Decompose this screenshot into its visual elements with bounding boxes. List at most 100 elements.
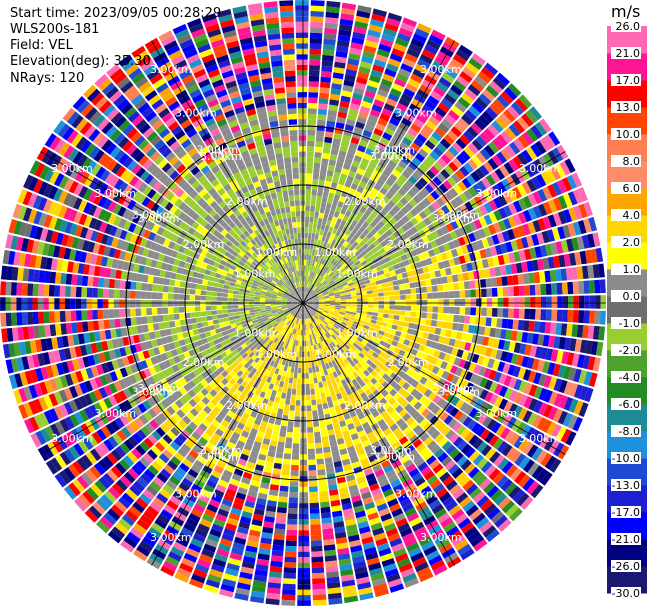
velocity-gate [313, 314, 318, 320]
velocity-gate [309, 216, 314, 223]
velocity-gate [410, 123, 422, 133]
velocity-gate [338, 313, 345, 318]
velocity-gate [451, 467, 464, 479]
velocity-gate [394, 464, 405, 474]
velocity-gate [508, 123, 521, 137]
velocity-gate [45, 460, 58, 475]
velocity-gate [329, 389, 336, 397]
velocity-gate [193, 503, 206, 513]
velocity-gate [280, 347, 285, 353]
velocity-gate [513, 286, 520, 296]
velocity-gate [456, 247, 464, 256]
velocity-gate [176, 409, 186, 419]
velocity-gate [221, 362, 229, 370]
velocity-gate [295, 405, 301, 412]
velocity-gate [178, 482, 190, 493]
velocity-gate [197, 558, 211, 569]
velocity-gate [306, 162, 314, 169]
velocity-gate [512, 227, 521, 239]
velocity-gate [304, 292, 307, 298]
velocity-gate [464, 88, 478, 101]
velocity-gate [387, 498, 399, 508]
velocity-gate [457, 273, 464, 282]
velocity-gate [311, 278, 315, 284]
velocity-gate [348, 53, 361, 61]
velocity-gate [418, 536, 433, 547]
velocity-gate [562, 193, 573, 208]
velocity-gate [424, 139, 436, 150]
velocity-gate [310, 291, 315, 296]
velocity-gate [254, 350, 261, 357]
velocity-gate [362, 50, 375, 59]
velocity-gate [241, 323, 248, 328]
velocity-gate [578, 203, 588, 219]
velocity-gate [213, 369, 221, 377]
velocity-gate [358, 256, 366, 263]
velocity-gate [44, 324, 51, 337]
velocity-gate [65, 322, 73, 335]
velocity-gate [329, 329, 335, 335]
velocity-gate [185, 548, 200, 558]
velocity-gate [318, 307, 324, 311]
velocity-gate [472, 438, 484, 450]
velocity-gate [324, 131, 334, 138]
velocity-gate [304, 308, 307, 314]
velocity-gate [441, 204, 450, 215]
velocity-gate [317, 310, 323, 314]
velocity-gate [84, 407, 94, 420]
velocity-gate [78, 494, 92, 508]
velocity-gate [478, 228, 487, 239]
velocity-gate [466, 126, 479, 138]
velocity-gate [297, 568, 311, 574]
velocity-gate [293, 311, 297, 317]
velocity-gate [229, 385, 238, 394]
velocity-gate [396, 73, 409, 83]
velocity-gate [455, 331, 463, 340]
velocity-gate [342, 585, 357, 593]
velocity-gate [283, 409, 289, 416]
velocity-gate [215, 354, 223, 362]
velocity-gate [53, 391, 64, 405]
velocity-gate [311, 551, 323, 558]
velocity-gate [468, 105, 481, 118]
velocity-gate [274, 324, 280, 330]
velocity-gate [414, 93, 426, 104]
velocity-gate [408, 276, 415, 283]
velocity-gate [356, 345, 364, 352]
velocity-gate [423, 436, 434, 447]
velocity-gate [403, 88, 416, 98]
velocity-gate [324, 225, 330, 232]
velocity-gate [380, 513, 392, 522]
velocity-gate [265, 304, 271, 306]
velocity-gate [474, 316, 481, 326]
velocity-gate [274, 457, 283, 464]
velocity-gate [359, 417, 368, 425]
velocity-gate [401, 169, 411, 179]
velocity-gate [166, 406, 176, 416]
velocity-gate [209, 364, 218, 373]
velocity-gate [295, 307, 300, 312]
velocity-gate [246, 438, 255, 446]
velocity-gate [305, 313, 307, 319]
velocity-gate [273, 337, 279, 344]
velocity-gate [454, 513, 468, 525]
velocity-gate [285, 398, 291, 405]
velocity-gate [537, 188, 548, 202]
velocity-gate [343, 395, 350, 403]
velocity-gate [360, 349, 368, 356]
velocity-gate [315, 245, 320, 251]
velocity-gate [446, 275, 454, 283]
velocity-gate [199, 518, 212, 528]
velocity-gate [357, 412, 365, 420]
velocity-gate [414, 223, 423, 232]
velocity-gate [389, 410, 398, 419]
velocity-gate [340, 453, 350, 461]
velocity-gate [191, 323, 198, 330]
velocity-gate [381, 232, 389, 240]
velocity-gate [48, 393, 59, 407]
velocity-gate [344, 289, 351, 293]
velocity-gate [298, 135, 307, 141]
velocity-gate [339, 348, 346, 355]
velocity-gate [366, 329, 373, 336]
velocity-gate [255, 564, 269, 572]
